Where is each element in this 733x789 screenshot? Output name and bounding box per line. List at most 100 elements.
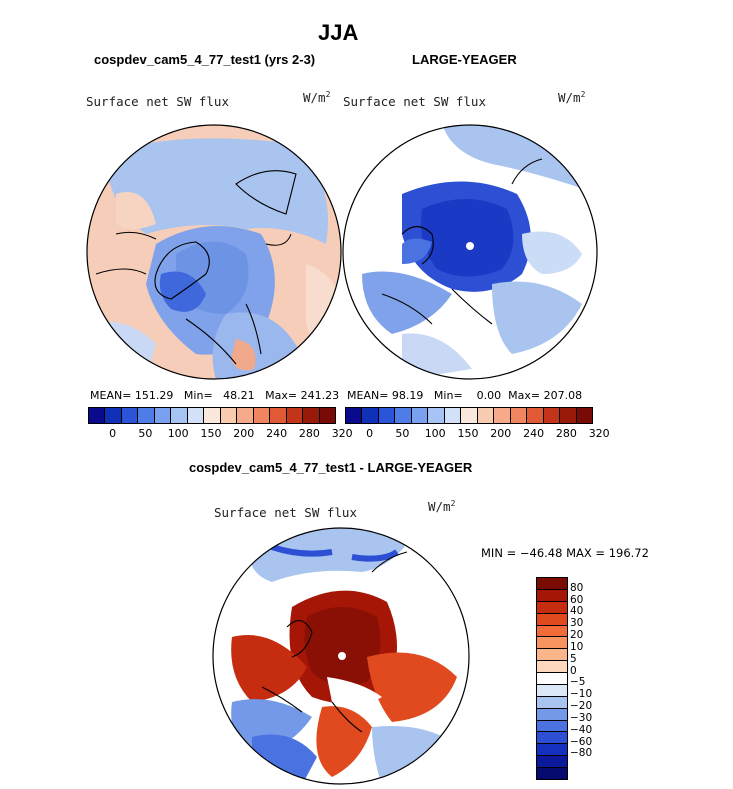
colorbar-swatch — [537, 578, 567, 590]
min-value: 0.00 — [476, 389, 502, 402]
colorbar-swatch — [527, 408, 544, 423]
colorbar-swatch — [444, 408, 462, 423]
colorbar-swatch — [537, 661, 567, 673]
colorbar-swatch — [237, 408, 254, 423]
colorbar-tick-label: 320 — [331, 427, 353, 440]
mean-value: 151.29 — [134, 389, 174, 402]
colorbar-tick-label: 0 — [366, 427, 374, 440]
colorbar-swatch — [537, 684, 567, 697]
colorbar-swatch — [171, 408, 188, 423]
left-stats: MEAN= 151.29 Min= 48.21 Max= 241.23 — [90, 389, 339, 402]
colorbar-swatch — [220, 408, 238, 423]
left-field-label: Surface net SW flux — [86, 94, 229, 109]
colorbar-tick-label: 30 — [570, 617, 584, 630]
colorbar-swatch — [510, 408, 528, 423]
diff-polar-map — [212, 527, 470, 785]
colorbar-swatch — [537, 613, 567, 626]
colorbar-swatch — [411, 408, 429, 423]
colorbar-swatch — [253, 408, 271, 423]
colorbar-swatch — [560, 408, 577, 423]
colorbar-tick-label: −10 — [570, 688, 593, 701]
colorbar-tick-label: −20 — [570, 700, 593, 713]
colorbar-tick-label: 80 — [570, 581, 584, 594]
units-exponent: 2 — [450, 499, 456, 508]
colorbar-swatch — [537, 637, 567, 650]
colorbar-swatch — [270, 408, 287, 423]
max-label: Max= — [508, 389, 541, 402]
colorbar-swatch — [537, 720, 567, 733]
colorbar-swatch — [204, 408, 221, 423]
units-base: W/m — [558, 90, 581, 106]
colorbar-tick-label: 40 — [570, 605, 584, 618]
colorbar-swatch — [378, 408, 396, 423]
colorbar-tick-label: −80 — [570, 747, 593, 760]
min-label: Min= — [183, 389, 213, 402]
units-base: W/m — [303, 90, 326, 106]
mean-label: MEAN= — [347, 389, 389, 402]
colorbar-tick-label: 60 — [570, 593, 584, 606]
max-value: 207.08 — [543, 389, 583, 402]
colorbar-swatch — [537, 768, 567, 779]
colorbar-swatch — [346, 408, 363, 423]
diff-colorbar-labels: 80 60 40 30 20 10 5 0 −5 −10 −20 −30 −40 −60 −80 — [570, 577, 610, 778]
colorbar-swatch — [89, 408, 106, 423]
left-polar-map — [86, 124, 342, 380]
colorbar-swatch — [537, 673, 567, 685]
colorbar-swatch — [576, 408, 593, 423]
colorbar-tick-label: −40 — [570, 723, 593, 736]
right-colorbar-labels: 0 50 100 150 200 240 280 320 — [345, 427, 610, 441]
colorbar-tick-label: 280 — [555, 427, 577, 440]
left-colorbar — [88, 407, 336, 424]
colorbar-swatch — [303, 408, 320, 423]
colorbar-swatch — [286, 408, 304, 423]
colorbar-swatch — [395, 408, 412, 423]
colorbar-tick-label: 20 — [570, 629, 584, 642]
colorbar-tick-label: 150 — [200, 427, 222, 440]
right-panel-title: LARGE-YEAGER — [412, 52, 517, 67]
colorbar-tick-label: −5 — [570, 676, 586, 689]
diff-units: W/m2 — [428, 499, 455, 514]
colorbar-tick-label: 280 — [298, 427, 320, 440]
colorbar-tick-label: 50 — [138, 427, 153, 440]
min-label: Min= — [433, 389, 463, 402]
left-panel-title: cospdev_cam5_4_77_test1 (yrs 2-3) — [94, 52, 316, 67]
colorbar-swatch — [138, 408, 155, 423]
colorbar-swatch — [105, 408, 122, 423]
colorbar-tick-label: 100 — [167, 427, 189, 440]
colorbar-swatch — [187, 408, 205, 423]
colorbar-tick-label: −30 — [570, 711, 593, 724]
colorbar-swatch — [537, 696, 567, 709]
colorbar-tick-label: 150 — [457, 427, 479, 440]
mean-label: MEAN= — [90, 389, 132, 402]
units-exponent: 2 — [580, 90, 586, 99]
diff-colorbar — [536, 577, 568, 780]
colorbar-swatch — [537, 732, 567, 745]
colorbar-swatch — [537, 589, 567, 602]
colorbar-swatch — [537, 601, 567, 614]
colorbar-swatch — [537, 649, 567, 662]
diff-panel-title: cospdev_cam5_4_77_test1 - LARGE-YEAGER — [189, 460, 473, 475]
units-exponent: 2 — [325, 90, 331, 99]
right-polar-map — [342, 124, 598, 380]
main-title: JJA — [318, 20, 359, 45]
colorbar-swatch — [121, 408, 139, 423]
colorbar-swatch — [154, 408, 172, 423]
colorbar-tick-label: 320 — [588, 427, 610, 440]
colorbar-tick-label: 0 — [109, 427, 117, 440]
units-base: W/m — [428, 499, 451, 515]
min-value: 48.21 — [223, 389, 255, 402]
colorbar-tick-label: 50 — [395, 427, 410, 440]
colorbar-swatch — [461, 408, 478, 423]
colorbar-swatch — [428, 408, 445, 423]
right-units: W/m2 — [558, 90, 585, 105]
colorbar-swatch — [319, 408, 336, 423]
colorbar-tick-label: 200 — [233, 427, 255, 440]
colorbar-swatch — [537, 756, 567, 768]
right-stats: MEAN= 98.19 Min= 0.00 Max= 207.08 — [347, 389, 582, 402]
colorbar-tick-label: 240 — [523, 427, 545, 440]
diff-minmax: MIN = −46.48 MAX = 196.72 — [481, 546, 649, 560]
left-units: W/m2 — [303, 90, 330, 105]
colorbar-swatch — [477, 408, 495, 423]
colorbar-swatch — [537, 708, 567, 721]
colorbar-tick-label: 0 — [570, 664, 577, 677]
